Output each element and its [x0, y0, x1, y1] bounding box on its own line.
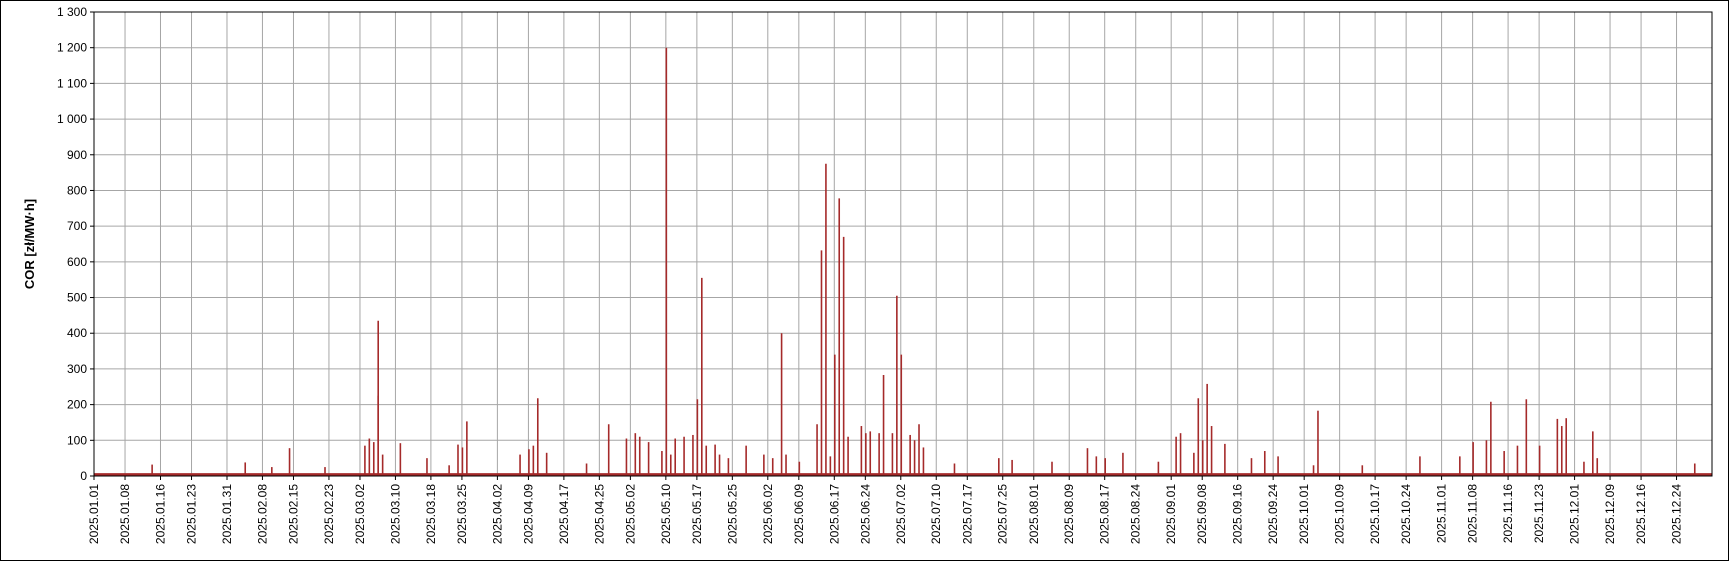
x-tick-label: 2025.02.08	[255, 484, 269, 544]
x-tick-label: 2025.01.16	[153, 484, 167, 544]
x-axis-ticks: 2025.01.01 2025.01.08 2025.01.16 2025.01.23…	[87, 476, 1684, 544]
y-tick-label: 300	[67, 362, 87, 376]
x-tick-label: 2025.12.01	[1568, 484, 1582, 544]
x-tick-label: 2025.04.02	[490, 484, 504, 544]
x-tick-label: 2025.09.08	[1195, 484, 1209, 544]
y-tick-label: 900	[67, 148, 87, 162]
x-tick-label: 2025.06.02	[761, 484, 775, 544]
x-tick-label: 2025.01.23	[185, 484, 199, 544]
x-tick-label: 2025.12.09	[1603, 484, 1617, 544]
x-tick-label: 2025.08.24	[1129, 484, 1143, 544]
x-tick-label: 2025.06.24	[858, 484, 872, 544]
x-tick-label: 2025.09.01	[1164, 484, 1178, 544]
x-tick-label: 2025.07.25	[996, 484, 1010, 544]
y-tick-label: 1 100	[57, 76, 87, 90]
y-tick-label: 1 300	[57, 5, 87, 19]
x-tick-label: 2025.10.17	[1368, 484, 1382, 544]
x-tick-label: 2025.04.25	[592, 484, 606, 544]
x-tick-label: 2025.03.25	[455, 484, 469, 544]
y-axis-label: COR [zł/MW·h]	[22, 199, 37, 289]
y-tick-label: 200	[67, 398, 87, 412]
x-tick-label: 2025.07.17	[960, 484, 974, 544]
y-axis-ticks: 0 100 200 300 400 500 600 700 800 900 1 000 1 100 1 …	[57, 5, 94, 483]
y-tick-label: 0	[80, 469, 87, 483]
x-tick-label: 2025.01.08	[118, 484, 132, 544]
y-tick-label: 1 000	[57, 112, 87, 126]
x-tick-label: 2025.07.02	[894, 484, 908, 544]
x-tick-label: 2025.03.10	[388, 484, 402, 544]
y-tick-label: 600	[67, 255, 87, 269]
x-tick-label: 2025.11.01	[1435, 484, 1449, 543]
x-tick-label: 2025.05.25	[725, 484, 739, 544]
y-tick-label: 800	[67, 183, 87, 197]
x-tick-label: 2025.08.17	[1098, 484, 1112, 544]
x-tick-label: 2025.08.09	[1062, 484, 1076, 544]
baseline-band	[94, 473, 1712, 476]
x-tick-label: 2025.11.16	[1501, 484, 1515, 543]
x-tick-label: 2025.03.18	[424, 484, 438, 544]
x-tick-label: 2025.02.15	[286, 484, 300, 544]
x-tick-label: 2025.01.31	[220, 484, 234, 544]
x-tick-label: 2025.07.10	[929, 484, 943, 544]
x-tick-label: 2025.03.02	[353, 484, 367, 544]
x-tick-label: 2025.04.09	[521, 484, 535, 544]
x-tick-label: 2025.11.23	[1532, 484, 1546, 543]
plot-area	[93, 11, 1713, 477]
x-tick-label: 2025.10.24	[1399, 484, 1413, 544]
x-tick-label: 2025.01.01	[87, 484, 101, 544]
x-tick-label: 2025.04.17	[557, 484, 571, 544]
x-tick-label: 2025.08.01	[1027, 484, 1041, 544]
x-tick-label: 2025.12.24	[1670, 484, 1684, 544]
x-tick-label: 2025.10.01	[1297, 484, 1311, 544]
x-tick-label: 2025.09.24	[1266, 484, 1280, 544]
x-tick-label: 2025.10.09	[1333, 484, 1347, 544]
plot-border	[93, 11, 1713, 477]
x-tick-label: 2025.05.17	[690, 484, 704, 544]
x-tick-label: 2025.02.23	[322, 484, 336, 544]
y-tick-label: 700	[67, 219, 87, 233]
x-tick-label: 2025.06.09	[792, 484, 806, 544]
x-tick-label: 2025.06.17	[827, 484, 841, 544]
data-bars	[93, 11, 1713, 477]
y-tick-label: 100	[67, 433, 87, 447]
x-tick-label: 2025.12.16	[1634, 484, 1648, 544]
x-tick-label: 2025.05.02	[623, 484, 637, 544]
y-tick-label: 500	[67, 291, 87, 305]
x-tick-label: 2025.09.16	[1231, 484, 1245, 544]
y-tick-label: 1 200	[57, 41, 87, 55]
y-tick-label: 400	[67, 326, 87, 340]
x-tick-label: 2025.05.10	[659, 484, 673, 544]
x-tick-label: 2025.11.08	[1466, 484, 1480, 543]
